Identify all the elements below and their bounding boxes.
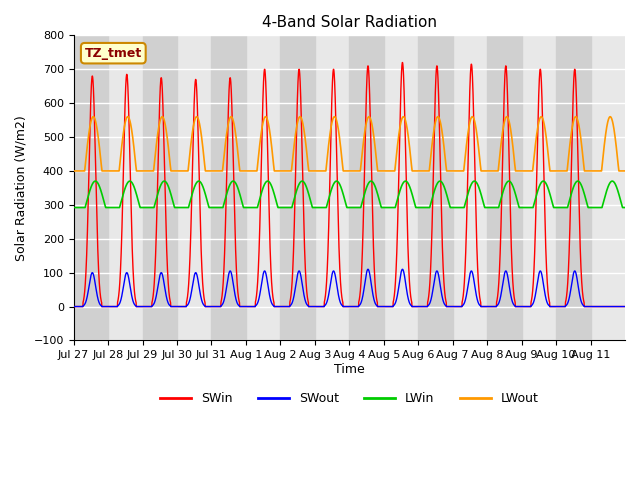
Bar [143, 36, 177, 340]
Text: TZ_tmet: TZ_tmet [84, 47, 142, 60]
Bar [487, 36, 522, 340]
Bar [280, 36, 315, 340]
Bar [419, 36, 452, 340]
Title: 4-Band Solar Radiation: 4-Band Solar Radiation [262, 15, 437, 30]
X-axis label: Time: Time [334, 363, 365, 376]
Legend: SWin, SWout, LWin, LWout: SWin, SWout, LWin, LWout [155, 387, 544, 410]
Bar [74, 36, 108, 340]
Bar [211, 36, 246, 340]
Bar [349, 36, 384, 340]
Y-axis label: Solar Radiation (W/m2): Solar Radiation (W/m2) [15, 115, 28, 261]
Bar [556, 36, 591, 340]
